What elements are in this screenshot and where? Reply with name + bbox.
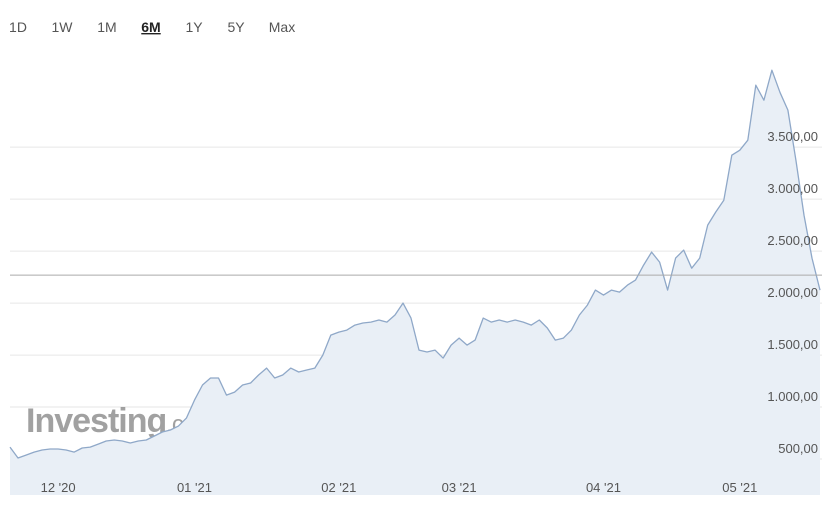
- x-tick-label: 05 '21: [722, 480, 757, 495]
- plot: [9, 69, 822, 495]
- range-button[interactable]: 6M: [141, 19, 160, 35]
- y-tick-label: 500,00: [778, 441, 818, 456]
- labels: 500,00 1.000,00 1.500,00 2.000,00 2.500,00 3.…: [41, 129, 818, 495]
- y-tick-label: 2.500,00: [767, 233, 818, 248]
- y-tick-label: 3.500,00: [767, 129, 818, 144]
- range-button[interactable]: 1M: [97, 19, 116, 35]
- x-tick-label: 01 '21: [177, 480, 212, 495]
- range-button[interactable]: 5Y: [227, 19, 245, 35]
- x-tick-label: 02 '21: [321, 480, 356, 495]
- range-tabs: 1D 1W 1M 6M 1Y 5Y Max: [9, 19, 295, 35]
- y-tick-label: 1.000,00: [767, 389, 818, 404]
- range-button[interactable]: 1W: [52, 19, 74, 35]
- watermark-brand-text: Investing: [26, 402, 166, 440]
- range-button[interactable]: 1Y: [185, 19, 203, 35]
- range-button[interactable]: Max: [269, 19, 295, 35]
- y-tick-label: 3.000,00: [767, 181, 818, 196]
- x-tick-label: 03 '21: [442, 480, 477, 495]
- x-tick-label: 04 '21: [586, 480, 621, 495]
- price-line: [9, 69, 821, 459]
- area-fill: [10, 70, 820, 495]
- y-tick-label: 1.500,00: [767, 337, 818, 352]
- x-tick-label: 12 '20: [41, 480, 76, 495]
- y-tick-label: 2.000,00: [767, 285, 818, 300]
- range-button[interactable]: 1D: [9, 19, 27, 35]
